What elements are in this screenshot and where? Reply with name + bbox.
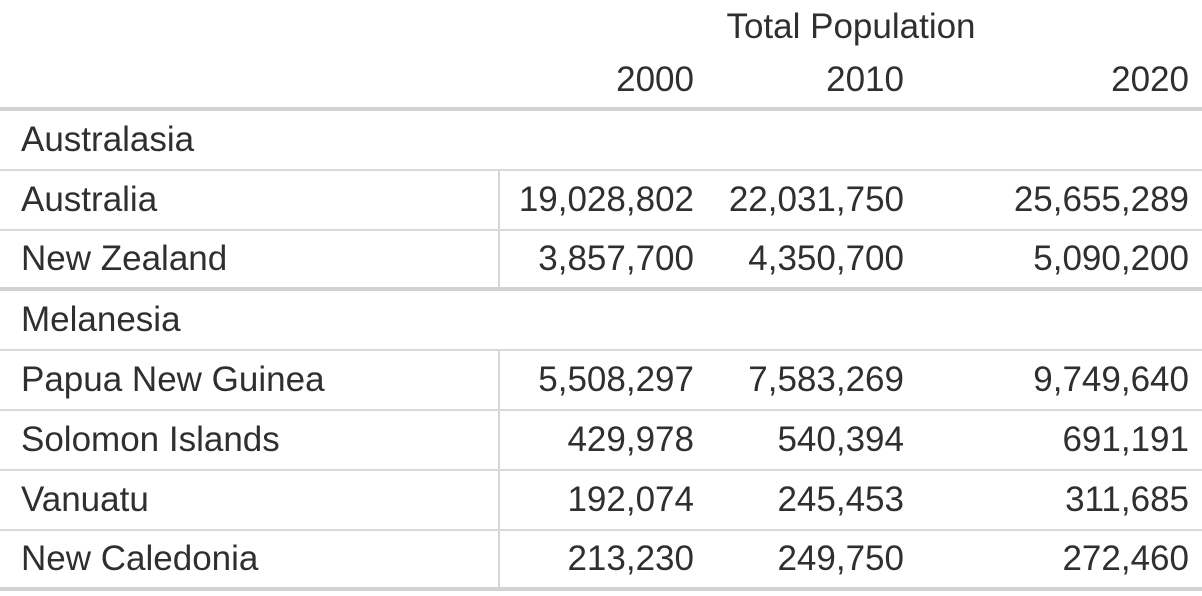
population-2020: 272,460 <box>1062 539 1189 578</box>
population-2020: 25,655,289 <box>1013 180 1189 219</box>
year-header-2010: 2010 <box>826 60 904 99</box>
country-label: New Caledonia <box>0 531 500 587</box>
population-2000: 213,230 <box>567 539 694 578</box>
population-2000: 19,028,802 <box>518 180 694 219</box>
region-row-melanesia: Melanesia <box>0 291 1202 351</box>
region-label: Australasia <box>21 120 195 159</box>
year-header-2000: 2000 <box>616 60 694 99</box>
population-2000: 429,978 <box>567 420 694 459</box>
population-2020: 691,191 <box>1062 420 1189 459</box>
population-2020: 9,749,640 <box>1033 360 1189 399</box>
header-spacer <box>0 53 500 107</box>
population-2010: 7,583,269 <box>748 360 904 399</box>
region-label: Melanesia <box>21 300 181 339</box>
header-spacer <box>0 0 500 53</box>
table-row-papua-new-guinea: Papua New Guinea 5,508,297 7,583,269 9,7… <box>0 351 1202 411</box>
table-row-australia: Australia 19,028,802 22,031,750 25,655,2… <box>0 171 1202 231</box>
table-row-new-zealand: New Zealand 3,857,700 4,350,700 5,090,20… <box>0 231 1202 291</box>
region-row-australasia: Australasia <box>0 111 1202 171</box>
country-label: Solomon Islands <box>0 411 500 469</box>
population-2000: 192,074 <box>567 480 694 519</box>
country-label: Vanuatu <box>0 471 500 529</box>
table-row-new-caledonia: New Caledonia 213,230 249,750 272,460 <box>0 531 1202 591</box>
population-2010: 540,394 <box>777 420 904 459</box>
table-row-vanuatu: Vanuatu 192,074 245,453 311,685 <box>0 471 1202 531</box>
table-header-title-row: Total Population <box>0 0 1202 53</box>
table-title: Total Population <box>726 6 976 46</box>
population-2010: 4,350,700 <box>748 239 904 278</box>
population-2010: 249,750 <box>777 539 904 578</box>
table-header-years-row: 2000 2010 2020 <box>0 53 1202 111</box>
population-2010: 245,453 <box>777 480 904 519</box>
population-2020: 311,685 <box>1065 480 1189 519</box>
country-label: Australia <box>0 171 500 229</box>
country-label: Papua New Guinea <box>0 351 500 409</box>
country-label: New Zealand <box>0 231 500 287</box>
population-2010: 22,031,750 <box>728 180 904 219</box>
population-2000: 5,508,297 <box>538 360 694 399</box>
table-row-solomon-islands: Solomon Islands 429,978 540,394 691,191 <box>0 411 1202 471</box>
population-2000: 3,857,700 <box>538 239 694 278</box>
year-header-2020: 2020 <box>1111 60 1189 99</box>
population-2020: 5,090,200 <box>1033 239 1189 278</box>
